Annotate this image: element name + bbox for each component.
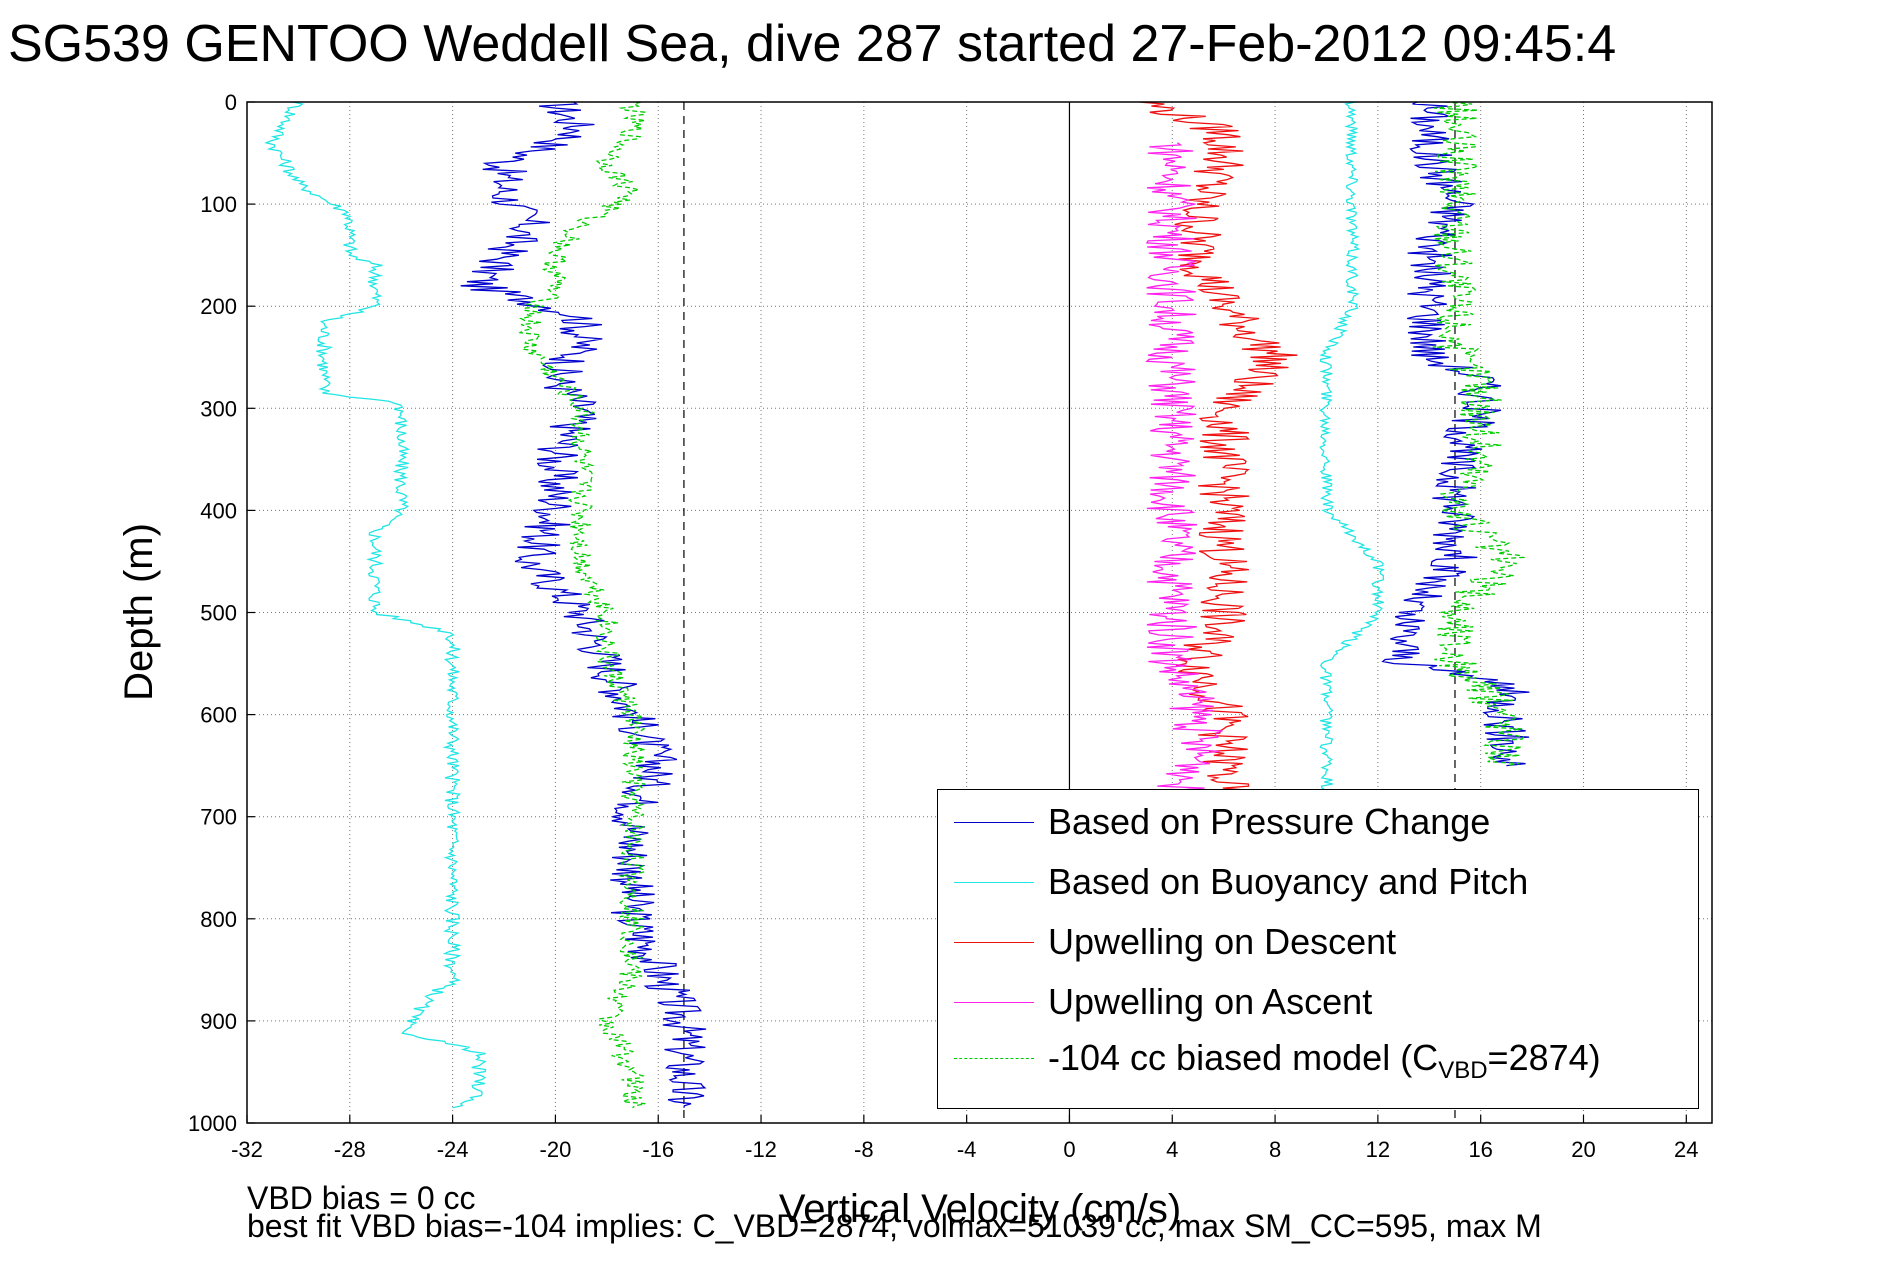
legend-label: Based on Pressure Change (1048, 801, 1491, 842)
legend-swatch-buoyancy (954, 882, 1034, 883)
series-pressure-change (460, 101, 707, 1108)
series-biased-model (518, 101, 646, 1109)
legend-item-buoyancy-pitch: Based on Buoyancy and Pitch (938, 858, 1698, 908)
legend-item-upwelling-ascent: Upwelling on Ascent (938, 978, 1698, 1028)
legend-label: Based on Buoyancy and Pitch (1048, 861, 1529, 902)
legend-label-model: -104 cc biased model (CVBD=2874) (1048, 1037, 1601, 1085)
legend-swatch-pressure (954, 822, 1034, 823)
y-tick-label: 500 (200, 601, 237, 626)
x-tick-label: -4 (957, 1137, 977, 1162)
y-tick-label: 0 (225, 90, 237, 115)
legend: Based on Pressure Change Based on Buoyan… (937, 789, 1699, 1109)
legend-item-pressure-change: Based on Pressure Change (938, 798, 1698, 848)
x-tick-label: -8 (854, 1137, 874, 1162)
series-right-group-trace (1381, 101, 1530, 767)
y-tick-label: 700 (200, 805, 237, 830)
x-tick-label: 24 (1674, 1137, 1698, 1162)
legend-label: Upwelling on Descent (1048, 921, 1397, 962)
series-upwelling-ascent (1145, 142, 1223, 797)
series-right-group-trace (1432, 101, 1526, 767)
x-tick-label: 0 (1063, 1137, 1075, 1162)
legend-model-subscript: VBD (1438, 1057, 1488, 1085)
x-tick-label: 20 (1571, 1137, 1595, 1162)
series-buoyancy-pitch (264, 101, 487, 1109)
y-tick-label: 600 (200, 703, 237, 728)
x-tick-label: 12 (1366, 1137, 1390, 1162)
best-fit-note: best fit VBD bias=-104 implies: C_VBD=28… (247, 1208, 1542, 1244)
x-tick-label: 4 (1166, 1137, 1178, 1162)
y-tick-label: 100 (200, 192, 237, 217)
legend-swatch-ascent (954, 1002, 1034, 1003)
legend-label: Upwelling on Ascent (1048, 981, 1373, 1022)
chart-title: SG539 GENTOO Weddell Sea, dive 287 start… (8, 15, 1617, 73)
y-tick-label: 1000 (188, 1111, 237, 1136)
legend-item-upwelling-descent: Upwelling on Descent (938, 918, 1698, 968)
legend-model-prefix: -104 cc biased model (C (1048, 1037, 1439, 1078)
x-axis-label: Vertical Velocity (cm/s) (779, 1187, 1181, 1231)
y-tick-label: 300 (200, 396, 237, 421)
x-tick-label: -20 (540, 1137, 572, 1162)
x-tick-label: 16 (1468, 1137, 1492, 1162)
y-tick-label: 800 (200, 907, 237, 932)
y-tick-label: 400 (200, 498, 237, 523)
y-tick-label: 900 (200, 1009, 237, 1034)
x-tick-label: -28 (334, 1137, 366, 1162)
x-tick-label: -16 (642, 1137, 674, 1162)
legend-item-biased-model: -104 cc biased model (CVBD=2874) (938, 1034, 1698, 1084)
series-upwelling-descent (1139, 101, 1298, 797)
y-tick-label: 200 (200, 294, 237, 319)
x-tick-label: -24 (437, 1137, 469, 1162)
vbd-bias-note: VBD bias = 0 cc (247, 1180, 476, 1216)
x-tick-label: 8 (1269, 1137, 1281, 1162)
series-right-group-trace (1318, 101, 1385, 797)
legend-model-suffix: =2874) (1487, 1037, 1601, 1078)
data-series (264, 101, 1530, 1109)
legend-swatch-descent (954, 942, 1034, 943)
y-axis-ticks: 0 100 200 300 400 500 600 700 800 900 1000 (188, 90, 255, 1136)
x-tick-label: -32 (231, 1137, 263, 1162)
legend-swatch-model (954, 1058, 1034, 1059)
x-axis-ticks: -32 -28 -24 -20 -16 -12 -8 -4 0 4 8 12 16 20 24 (231, 1115, 1699, 1162)
y-axis-label: Depth (m) (117, 523, 161, 701)
x-tick-label: -12 (745, 1137, 777, 1162)
